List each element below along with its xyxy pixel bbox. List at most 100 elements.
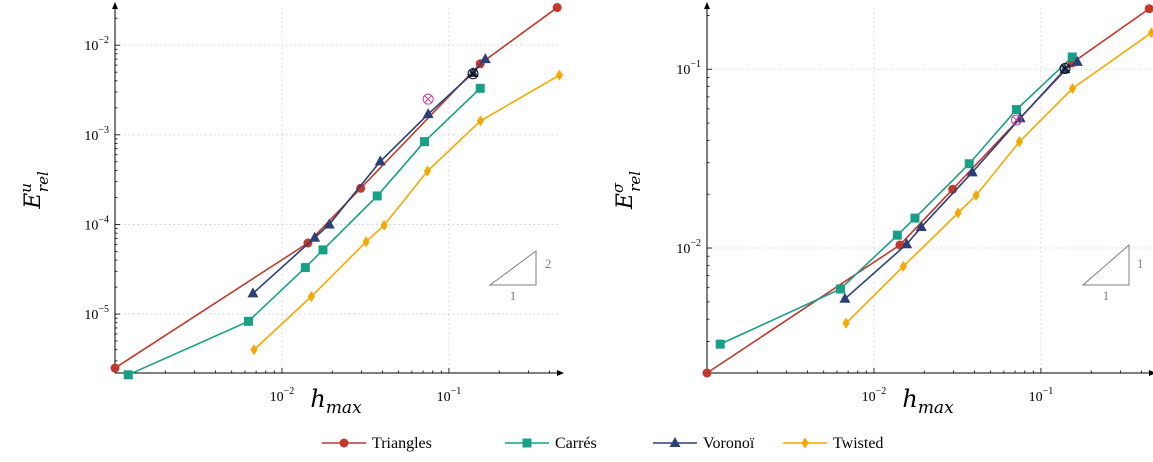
data-point xyxy=(372,191,382,201)
data-point xyxy=(318,245,328,255)
annotation-marker xyxy=(422,93,434,105)
data-point xyxy=(552,3,562,13)
series-line xyxy=(127,87,481,376)
y-axis-arrow xyxy=(112,2,118,9)
slope-rise-label: 1 xyxy=(1137,256,1144,271)
grid xyxy=(115,8,558,373)
annotation-marker xyxy=(1059,62,1071,74)
data-point xyxy=(715,339,725,349)
series-line xyxy=(719,56,1073,345)
data-point xyxy=(423,165,431,177)
data-point xyxy=(842,317,850,329)
data-point xyxy=(309,231,321,242)
data-point xyxy=(110,363,120,373)
data-point xyxy=(123,370,133,380)
x-tick-label: 10−1 xyxy=(1029,386,1054,405)
data-point xyxy=(420,137,430,147)
y-axis-label: Eurel xyxy=(17,171,52,210)
x-axis-label: hmax xyxy=(310,385,362,418)
data-point xyxy=(839,292,851,303)
data-point xyxy=(1071,55,1083,66)
legend: Triangles Carrés Voronoï Twisted xyxy=(322,435,883,452)
data-point xyxy=(1068,83,1077,95)
data-point xyxy=(835,284,845,294)
data-point xyxy=(356,183,366,193)
slope-triangle-shape xyxy=(488,250,537,286)
data-point xyxy=(954,207,962,219)
data-point xyxy=(362,236,370,248)
grid xyxy=(707,8,1150,373)
minor-ticks xyxy=(114,17,550,373)
x-tick-label: 10−1 xyxy=(437,386,462,405)
series-carrés xyxy=(715,52,1077,349)
data-point xyxy=(476,115,485,127)
legend-label: Triangles xyxy=(372,435,432,452)
data-point xyxy=(702,368,712,378)
data-point xyxy=(380,219,388,231)
data-point xyxy=(479,53,491,64)
data-point xyxy=(915,221,927,232)
series-line xyxy=(845,32,1152,324)
y-tick-label: 10−3 xyxy=(84,125,109,144)
y-tick-label: 10−1 xyxy=(676,59,701,78)
data-point xyxy=(1067,52,1077,62)
legend-item: Voronoï xyxy=(653,435,755,452)
series-line xyxy=(252,58,486,295)
legend-marker xyxy=(339,438,349,448)
legend-item: Carrés xyxy=(505,435,597,452)
data-point xyxy=(467,66,479,77)
data-point xyxy=(475,83,485,93)
y-tick-label: 10−2 xyxy=(676,238,701,257)
slope-triangle: 21 xyxy=(488,250,552,303)
data-point xyxy=(307,291,315,303)
data-point xyxy=(1012,105,1022,115)
data-point xyxy=(250,344,258,356)
slope-run-label: 1 xyxy=(510,288,517,303)
data-point xyxy=(247,287,259,298)
data-point xyxy=(1147,27,1153,39)
annotation-marker xyxy=(467,68,479,80)
y-axis-label: Eσrel xyxy=(609,171,644,210)
series-line xyxy=(253,74,560,351)
data-point xyxy=(899,260,907,272)
legend-item: Triangles xyxy=(322,435,432,452)
annotation-marker xyxy=(1011,114,1023,126)
legend-label: Voronoï xyxy=(703,435,755,452)
x-tick-label: 10−2 xyxy=(862,386,887,405)
data-point xyxy=(892,230,902,240)
slope-rise-label: 2 xyxy=(545,256,552,271)
data-point xyxy=(972,189,980,201)
data-point xyxy=(901,238,913,249)
series-twisted xyxy=(250,69,564,356)
legend-marker xyxy=(522,438,532,448)
data-point xyxy=(964,159,974,169)
data-point xyxy=(1144,4,1153,14)
slope-run-label: 1 xyxy=(1103,288,1110,303)
data-point xyxy=(243,316,253,326)
legend-marker xyxy=(669,437,681,447)
legend-label: Twisted xyxy=(833,435,883,452)
slope-triangle: 11 xyxy=(1081,243,1144,303)
x-tick-label: 10−2 xyxy=(270,386,295,405)
y-tick-label: 10−2 xyxy=(84,35,109,54)
y-tick-label: 10−5 xyxy=(84,304,109,323)
data-point xyxy=(422,108,434,119)
data-point xyxy=(323,218,335,229)
data-point xyxy=(966,166,978,177)
series-twisted xyxy=(842,27,1153,329)
y-axis-arrow xyxy=(704,2,710,9)
slope-triangle-shape xyxy=(1081,243,1130,286)
data-point xyxy=(1015,136,1023,148)
data-point xyxy=(555,69,564,81)
data-point xyxy=(300,263,310,273)
series-carrés xyxy=(123,83,485,380)
series-voronoï xyxy=(247,53,491,298)
data-point xyxy=(374,155,386,166)
legend-label: Carrés xyxy=(555,435,597,452)
legend-item: Twisted xyxy=(783,435,883,452)
series-line xyxy=(706,8,1150,374)
x-axis-arrow xyxy=(1149,370,1153,376)
